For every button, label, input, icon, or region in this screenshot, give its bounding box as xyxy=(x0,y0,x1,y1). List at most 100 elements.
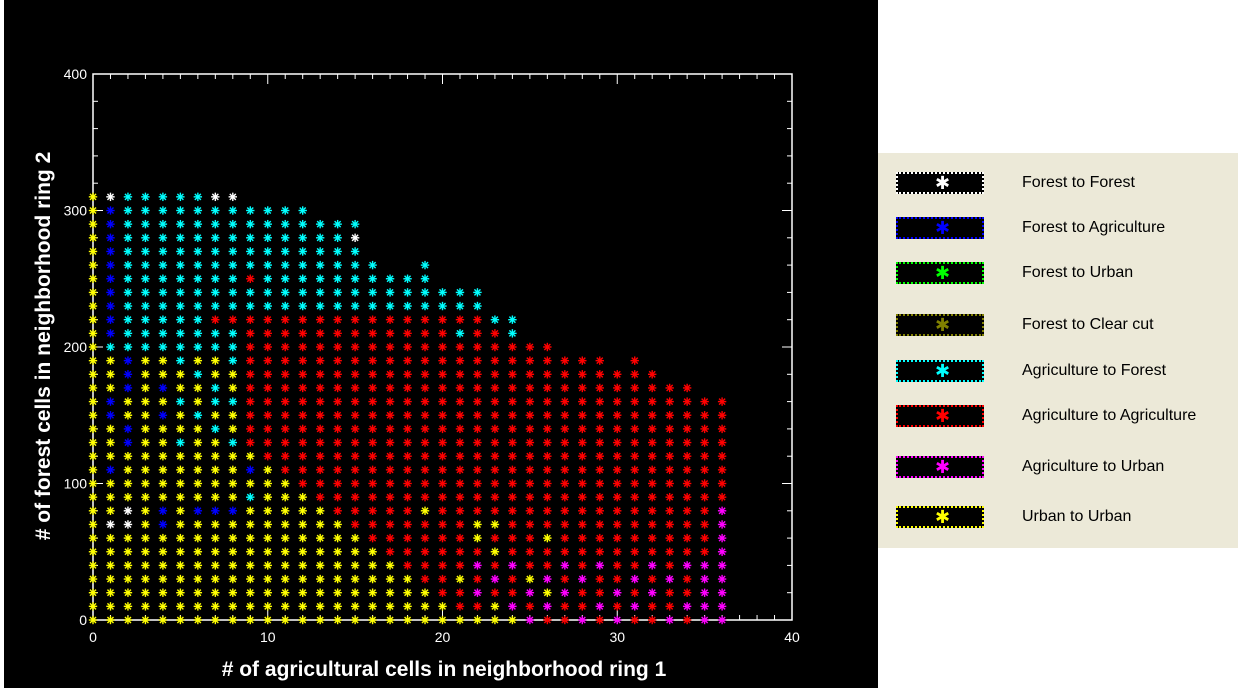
data-point-stroke xyxy=(106,520,114,528)
data-point-stroke xyxy=(89,479,97,488)
data-point xyxy=(385,424,395,434)
data-point-stroke xyxy=(351,288,359,296)
data-point-stroke xyxy=(194,384,202,392)
data-point xyxy=(560,506,570,515)
data-point xyxy=(438,574,447,584)
data-point xyxy=(211,192,220,202)
data-point-stroke xyxy=(438,329,447,337)
data-point xyxy=(350,547,360,556)
data-point xyxy=(246,561,255,570)
data-point xyxy=(385,602,395,611)
data-point xyxy=(333,301,342,311)
data-point-stroke xyxy=(246,561,254,569)
data-point-stroke xyxy=(124,247,132,255)
data-point xyxy=(560,588,570,597)
data-point-stroke xyxy=(281,520,289,528)
data-point xyxy=(106,219,115,229)
data-point xyxy=(525,383,535,393)
data-point-stroke xyxy=(141,193,149,201)
data-point-stroke xyxy=(508,520,516,528)
data-point xyxy=(315,547,325,556)
data-point-stroke xyxy=(596,466,604,474)
data-point-stroke xyxy=(194,206,202,215)
data-point xyxy=(333,492,342,502)
data-point xyxy=(123,411,133,420)
data-point-stroke xyxy=(701,493,709,501)
data-point xyxy=(176,370,185,379)
data-point-stroke xyxy=(229,561,237,569)
data-point xyxy=(490,547,500,556)
data-point-stroke xyxy=(89,520,97,528)
data-point xyxy=(123,424,133,434)
data-point xyxy=(106,315,115,324)
data-point-stroke xyxy=(89,206,97,215)
data-point-stroke xyxy=(578,616,586,624)
data-point xyxy=(246,452,255,461)
data-point xyxy=(88,411,98,420)
data-point xyxy=(298,288,307,297)
data-point-stroke xyxy=(89,193,97,201)
data-point-stroke xyxy=(491,466,499,474)
data-point-stroke xyxy=(473,575,481,583)
data-point-stroke xyxy=(456,316,464,324)
data-point-stroke xyxy=(526,343,534,351)
data-point-stroke xyxy=(631,493,639,501)
data-point xyxy=(193,260,203,270)
data-point xyxy=(368,588,377,597)
data-point-stroke xyxy=(89,602,97,610)
data-point xyxy=(403,506,412,515)
data-point xyxy=(700,465,709,475)
data-point xyxy=(228,588,237,597)
data-point-stroke xyxy=(351,261,359,269)
data-point xyxy=(333,397,342,406)
data-point xyxy=(420,301,430,311)
data-point-stroke xyxy=(351,316,359,324)
data-point xyxy=(333,465,342,475)
data-point xyxy=(630,438,639,447)
data-point xyxy=(211,233,220,242)
data-point xyxy=(420,588,430,597)
data-point xyxy=(473,465,482,475)
data-point xyxy=(246,342,255,352)
data-point-stroke xyxy=(141,493,149,501)
data-point xyxy=(141,192,150,202)
data-point-stroke xyxy=(351,398,359,406)
data-point xyxy=(106,411,115,420)
data-point-stroke xyxy=(194,316,202,324)
data-point xyxy=(211,615,220,625)
data-point xyxy=(263,588,272,597)
data-point xyxy=(298,588,307,597)
data-point xyxy=(508,397,517,406)
data-point-stroke xyxy=(159,398,167,406)
data-point xyxy=(193,370,203,379)
data-point xyxy=(648,370,657,379)
data-point-stroke xyxy=(526,548,534,556)
data-point-stroke xyxy=(176,466,184,474)
data-point-stroke xyxy=(369,425,377,433)
data-point-stroke xyxy=(176,288,184,296)
data-point-stroke xyxy=(211,384,219,392)
data-point xyxy=(228,506,237,515)
data-point xyxy=(368,424,377,434)
data-point-stroke xyxy=(491,316,499,324)
data-point xyxy=(193,233,203,242)
data-point xyxy=(193,602,203,611)
data-point xyxy=(333,533,342,543)
data-point-stroke xyxy=(176,316,184,324)
data-point xyxy=(123,520,133,529)
data-point-stroke xyxy=(89,561,97,569)
data-point xyxy=(455,602,465,611)
data-point xyxy=(403,274,412,283)
data-point-stroke xyxy=(404,589,412,597)
data-point-stroke xyxy=(106,439,114,447)
data-point xyxy=(438,424,447,434)
data-point xyxy=(578,370,587,379)
data-point xyxy=(420,356,430,365)
data-point-stroke xyxy=(264,370,272,378)
data-point-stroke xyxy=(229,370,237,378)
data-point xyxy=(141,411,150,420)
data-point xyxy=(141,233,150,242)
data-point xyxy=(123,329,133,338)
data-point xyxy=(106,288,115,297)
data-point xyxy=(141,574,150,584)
